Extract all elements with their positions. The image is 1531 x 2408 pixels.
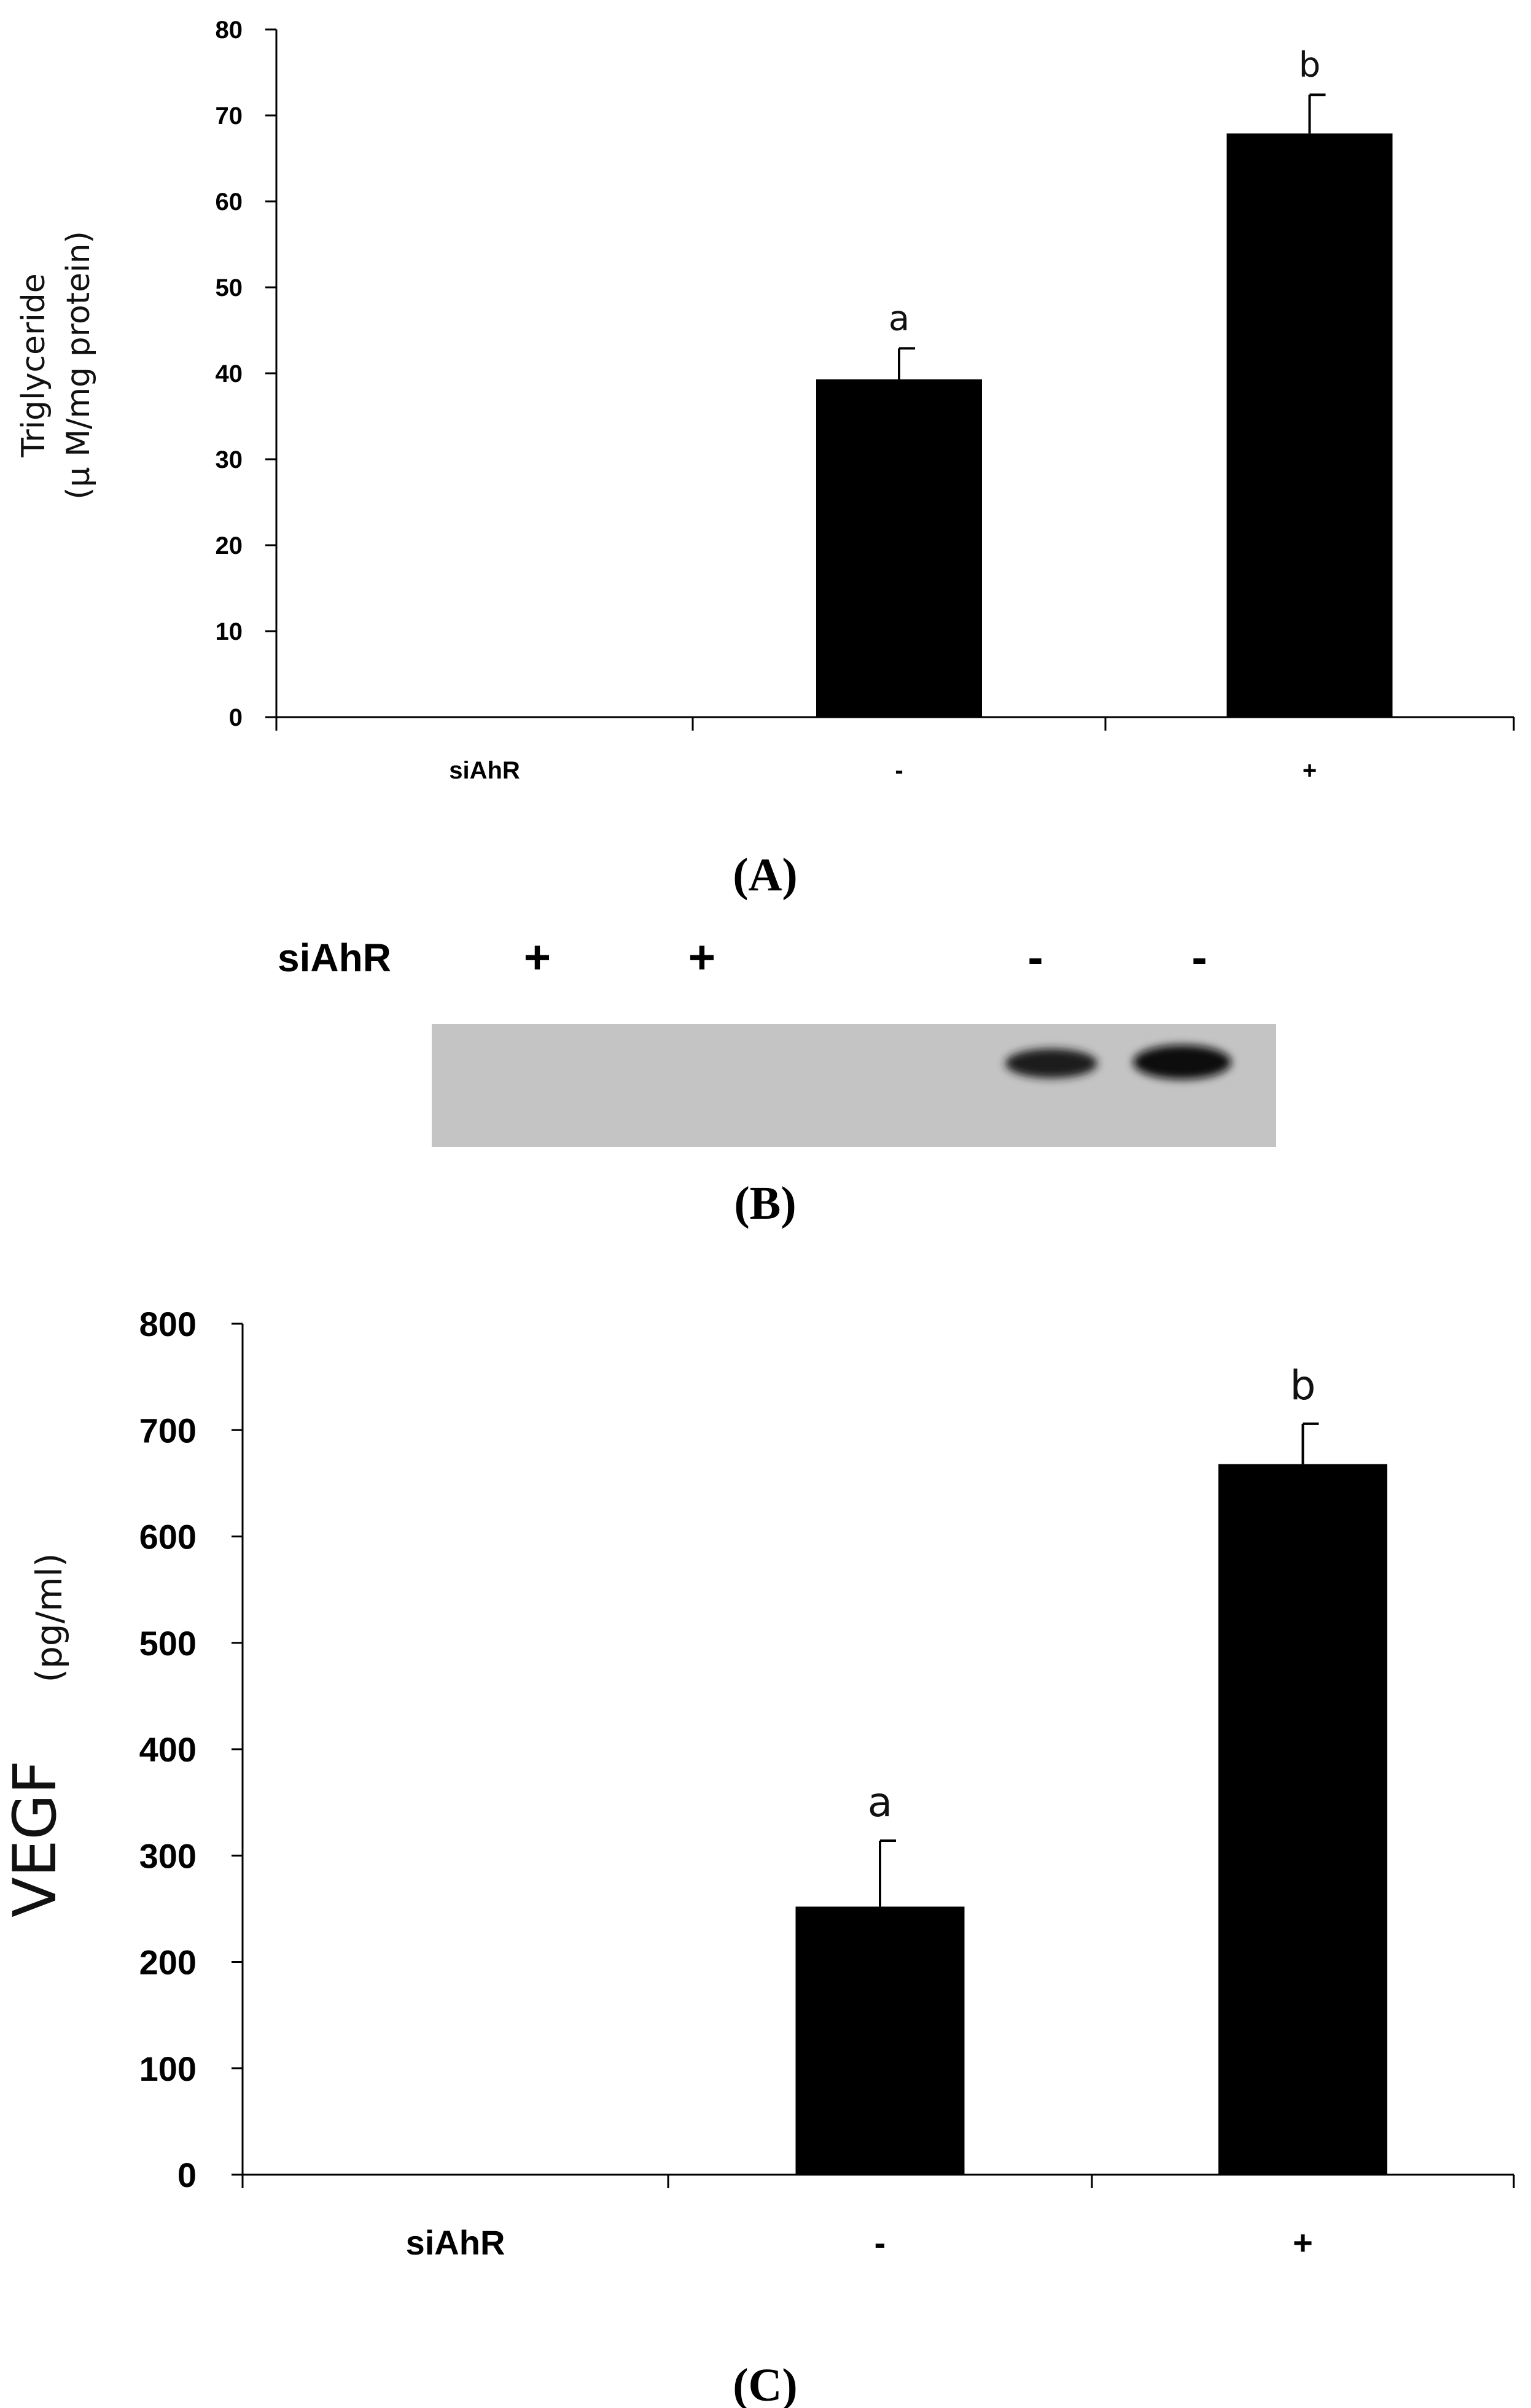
blot-band	[1133, 1045, 1231, 1079]
y-tick-label: 700	[139, 1411, 197, 1450]
blot-lane-sign: -	[1191, 931, 1207, 984]
blot-lane-labels: + + - -	[524, 931, 1207, 984]
y-tick-label: 10	[216, 618, 243, 645]
y-tick-label: 100	[139, 2049, 197, 2088]
significance-letter: b	[1299, 45, 1321, 85]
y-tick-label: 200	[139, 1943, 197, 1982]
y-tick-label: 600	[139, 1518, 197, 1556]
x-axis: siAhR - +	[275, 716, 1515, 784]
x-tick-label: -	[875, 2223, 886, 2262]
blot-row-label: siAhR	[278, 936, 391, 980]
y-tick-label: 50	[216, 274, 243, 301]
bars: ab	[795, 1362, 1387, 2175]
panel-label-c: (C)	[733, 2359, 798, 2408]
y-tick-label: 800	[139, 1305, 197, 1343]
bar	[795, 1906, 965, 2175]
y-tick-label: 0	[177, 2156, 197, 2194]
y-axis: 0 10 20 30 40 50 60 70 80	[216, 17, 278, 731]
blot-image	[432, 1024, 1276, 1147]
panel-label-a: (A)	[733, 849, 798, 901]
x-axis: siAhR - +	[241, 2173, 1515, 2262]
x-tick-label: +	[1303, 757, 1317, 784]
x-tick-label: siAhR	[449, 757, 520, 784]
blot-lane-sign: -	[1027, 931, 1043, 984]
y-tick-label: 60	[216, 188, 243, 216]
ylabel-vegf-unit: (pg/ml)	[28, 1553, 70, 1682]
y-tick-label: 400	[139, 1730, 197, 1769]
y-tick-label: 500	[139, 1624, 197, 1663]
bars: ab	[816, 45, 1393, 717]
y-tick-label: 40	[216, 360, 243, 387]
x-tick-label: -	[895, 757, 903, 784]
y-axis: 0 100 200 300 400 500 600 700 800	[139, 1305, 244, 2194]
x-tick-label: siAhR	[406, 2223, 505, 2262]
y-tick-label: 30	[216, 446, 243, 473]
ylabel-triglyceride: Triglyceride	[15, 273, 52, 458]
bar	[816, 379, 982, 717]
panel-label-b: (B)	[734, 1178, 796, 1229]
y-tick-label: 20	[216, 532, 243, 559]
y-tick-label: 0	[229, 704, 243, 731]
vegf-chart: VEGF (pg/ml) 0 100 200 300 400 500 600 700 800 s…	[1, 1305, 1515, 2408]
significance-letter: a	[889, 298, 910, 338]
bar	[1226, 133, 1393, 717]
significance-letter: a	[868, 1779, 892, 1826]
ylabel-triglyceride-unit: (μ M/mg protein)	[60, 231, 97, 500]
y-tick-label: 80	[216, 17, 243, 44]
blot-lane-sign: +	[524, 931, 551, 984]
triglyceride-chart: Triglyceride (μ M/mg protein) 0 10 20 30 40 5…	[15, 17, 1515, 901]
western-blot: siAhR + + - - (B)	[278, 931, 1276, 1229]
significance-letter: b	[1290, 1362, 1316, 1409]
ylabel-vegf: VEGF	[1, 1760, 69, 1917]
x-tick-label: +	[1293, 2223, 1313, 2262]
blot-band	[1005, 1049, 1097, 1078]
y-tick-label: 300	[139, 1836, 197, 1875]
blot-lane-sign: +	[688, 931, 715, 984]
y-tick-label: 70	[216, 103, 243, 130]
bar	[1218, 1464, 1387, 2175]
